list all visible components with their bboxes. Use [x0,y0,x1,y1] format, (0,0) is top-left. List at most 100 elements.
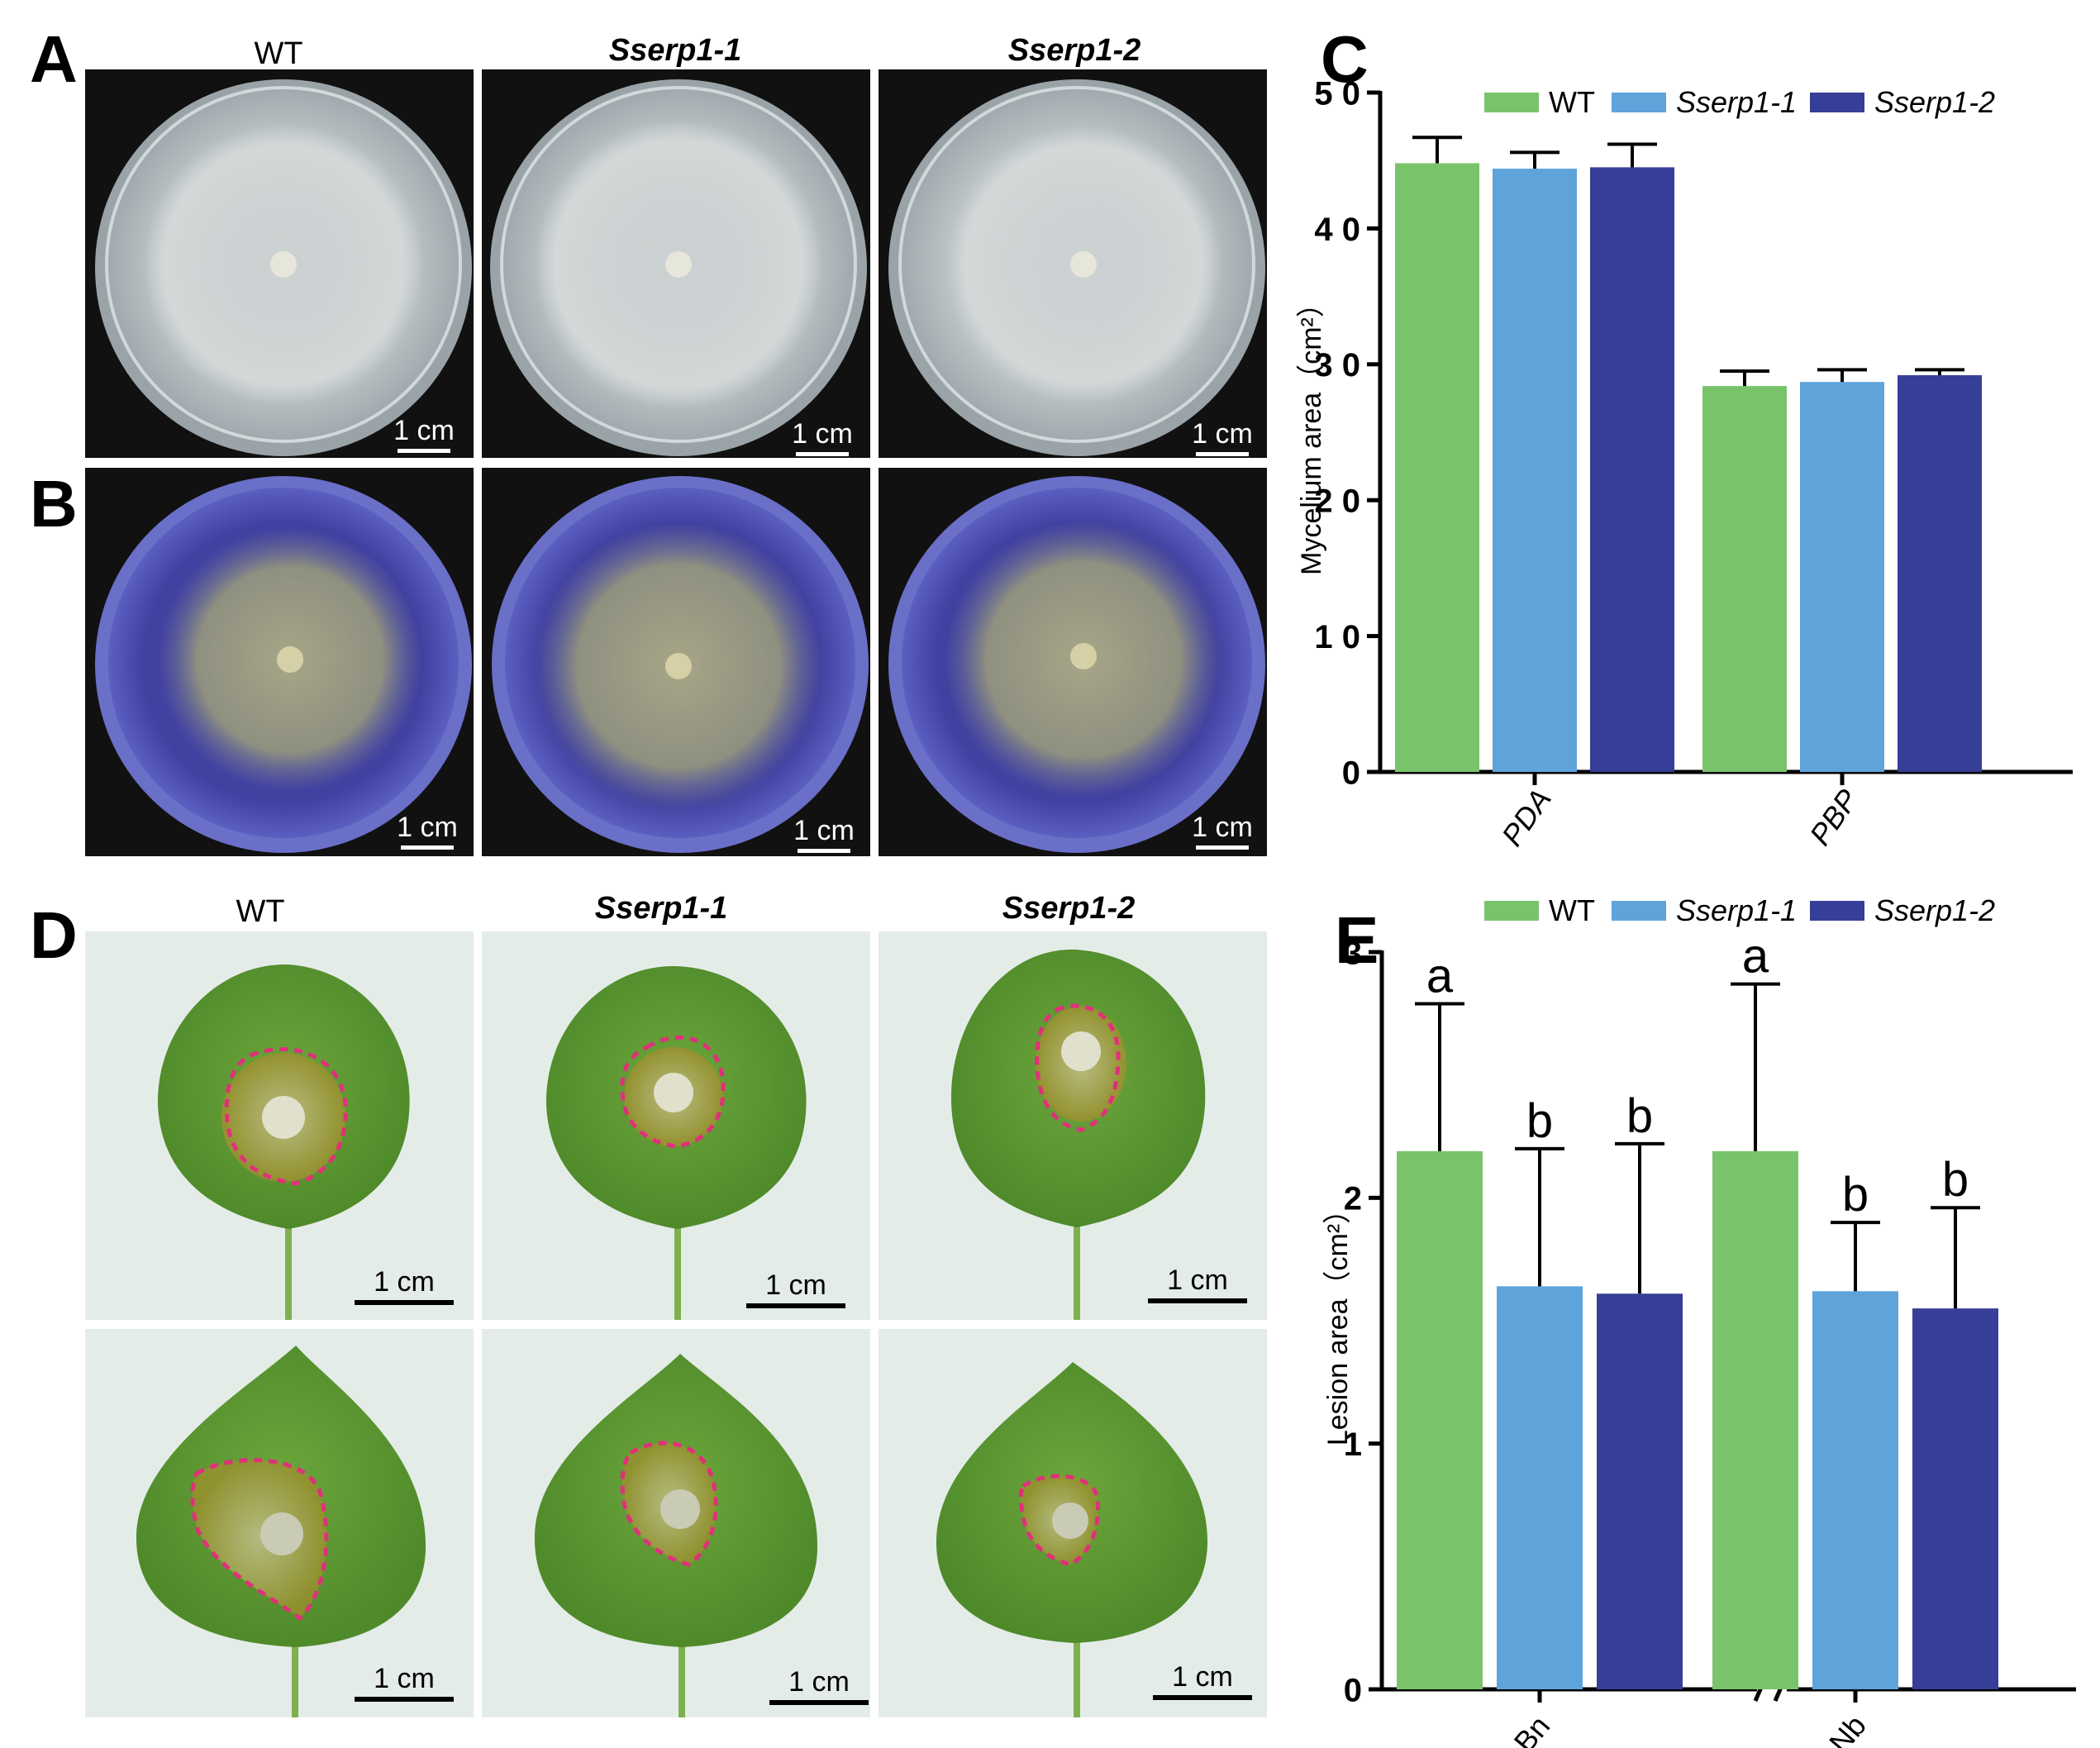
leaf-photo-bn-sserp1-2 [879,931,1267,1320]
bar [1590,167,1674,773]
column-label-sserp1-1-a: Sserp1-1 [608,33,742,68]
scale-bar-d-bn-sserp1-1: 1 cm [734,1269,858,1308]
scale-bar-b-sserp1-1: 1 cm [779,815,869,853]
leaf-graphic [136,1346,426,1717]
leaf-graphic [534,1354,818,1717]
legend-swatch [1810,93,1864,112]
column-label-sserp1-1-d: Sserp1-1 [594,891,728,926]
bar [1597,1293,1683,1689]
y-axis-title: Lesion area（cm²） [1322,1196,1354,1446]
petri-dish-graphic [888,79,1265,456]
scale-bar-d-bn-sserp1-2: 1 cm [1136,1265,1260,1303]
scale-bar-label: 1 cm [374,1663,435,1694]
leaf-graphic [545,965,807,1320]
y-tick-label: 3 0 [1314,347,1360,383]
scale-bar-label: 1 cm [792,418,853,450]
petri-dish-graphic [888,476,1265,853]
petri-dish-graphic [95,476,472,853]
petri-dish-graphic [492,476,869,853]
scale-bar-label: 1 cm [793,815,855,846]
plate-photo-a-sserp1-1 [482,69,870,458]
y-tick-label: 3 [1344,935,1362,971]
bar [1912,1308,1998,1689]
x-tick-label: Nb [1822,1708,1873,1748]
leaf-photo-nb-sserp1-1 [482,1329,870,1717]
panel-letter-e: E [1335,903,1379,977]
scale-bar-label: 1 cm [374,1266,435,1298]
y-tick-label: 1 [1344,1427,1362,1463]
panel-letter-d: D [30,898,78,972]
petri-dish-graphic [95,79,472,456]
x-tick-label: PDA [1495,783,1558,852]
significance-letter: b [1842,1168,1869,1222]
y-tick-label: 0 [1342,755,1360,791]
panel-letter-a: A [30,22,78,96]
significance-letter: a [1426,949,1454,1003]
bar [1397,1150,1483,1689]
leaf-photo-bn-sserp1-1 [482,931,870,1320]
bar [1898,374,1982,772]
scale-bar-label: 1 cm [397,812,458,843]
leaf-photo-bn-wt [85,931,474,1320]
scale-bar-a-sserp1-2: 1 cm [1177,418,1268,456]
column-label-sserp1-2-a: Sserp1-2 [1007,33,1141,68]
leaf-graphic [950,949,1206,1320]
legend-label: Sserp1-1 [1676,893,1797,927]
chart-mycelium-area: 0 1 0 2 0 3 0 4 0 5 0 Mycelium area（cm²） WT Sser… [1296,75,2073,852]
significance-letter: b [1942,1153,1969,1207]
y-tick-label: 2 [1344,1181,1362,1217]
column-label-wt-a: WT [254,36,303,71]
significance-letter: b [1626,1089,1653,1143]
chart-lesion-area: 0 1 2 3 Lesion area（cm²） WT Sserp1-1 Sserp1-2 a b… [1322,893,2076,1748]
bar [1702,386,1787,772]
legend-swatch [1484,901,1539,921]
bar [1395,163,1479,772]
y-axis-title: Mycelium area（cm²） [1296,289,1327,575]
plate-photo-b-wt [85,468,474,856]
y-tick-label: 5 0 [1314,75,1360,112]
scale-bar-label: 1 cm [765,1269,826,1301]
legend-swatch [1612,901,1666,921]
scale-bar-label: 1 cm [393,415,455,446]
bar [1712,1150,1798,1689]
scale-bar-label: 1 cm [1167,1265,1228,1296]
legend-label: Sserp1-2 [1874,893,1995,927]
scale-bar-d-nb-wt: 1 cm [342,1663,466,1702]
scale-bar-b-wt: 1 cm [382,812,473,850]
bar [1812,1291,1898,1689]
legend-label: Sserp1-1 [1676,85,1797,119]
scale-bar-label: 1 cm [1192,418,1253,450]
legend-swatch [1810,901,1864,921]
column-label-sserp1-2-d: Sserp1-2 [1002,891,1136,926]
panel-letter-c: C [1321,22,1369,96]
scale-bar-a-sserp1-1: 1 cm [777,418,868,456]
legend-swatch [1484,93,1539,112]
plate-photo-b-sserp1-1 [482,468,870,856]
legend-label: Sserp1-2 [1874,85,1995,119]
legend-swatch [1612,93,1666,112]
plate-photo-a-sserp1-2 [879,69,1267,458]
significance-letter: b [1526,1094,1553,1148]
x-tick-label: PBP [1802,784,1864,852]
legend-label: WT [1549,85,1595,119]
bar [1493,169,1577,773]
y-tick-label: 2 0 [1314,483,1360,520]
scale-bar-label: 1 cm [1172,1661,1233,1693]
leaf-photo-nb-sserp1-2 [879,1329,1267,1717]
leaf-graphic [936,1362,1208,1717]
scale-bar-label: 1 cm [1192,812,1253,843]
scale-bar-d-nb-sserp1-2: 1 cm [1140,1661,1264,1700]
petri-dish-graphic [490,79,867,456]
leaf-photo-nb-wt [85,1329,474,1717]
column-label-wt-d: WT [236,894,285,929]
plate-photo-a-wt [85,69,474,458]
y-tick-label: 0 [1344,1672,1362,1708]
scale-bar-label: 1 cm [788,1666,850,1698]
scale-bar-b-sserp1-2: 1 cm [1177,812,1268,850]
leaf-graphic [157,964,410,1320]
significance-letter: a [1742,930,1769,984]
panel-letter-b: B [30,467,78,541]
bar [1800,382,1884,772]
plate-photo-b-sserp1-2 [879,468,1267,856]
scale-bar-a-wt: 1 cm [379,415,469,453]
